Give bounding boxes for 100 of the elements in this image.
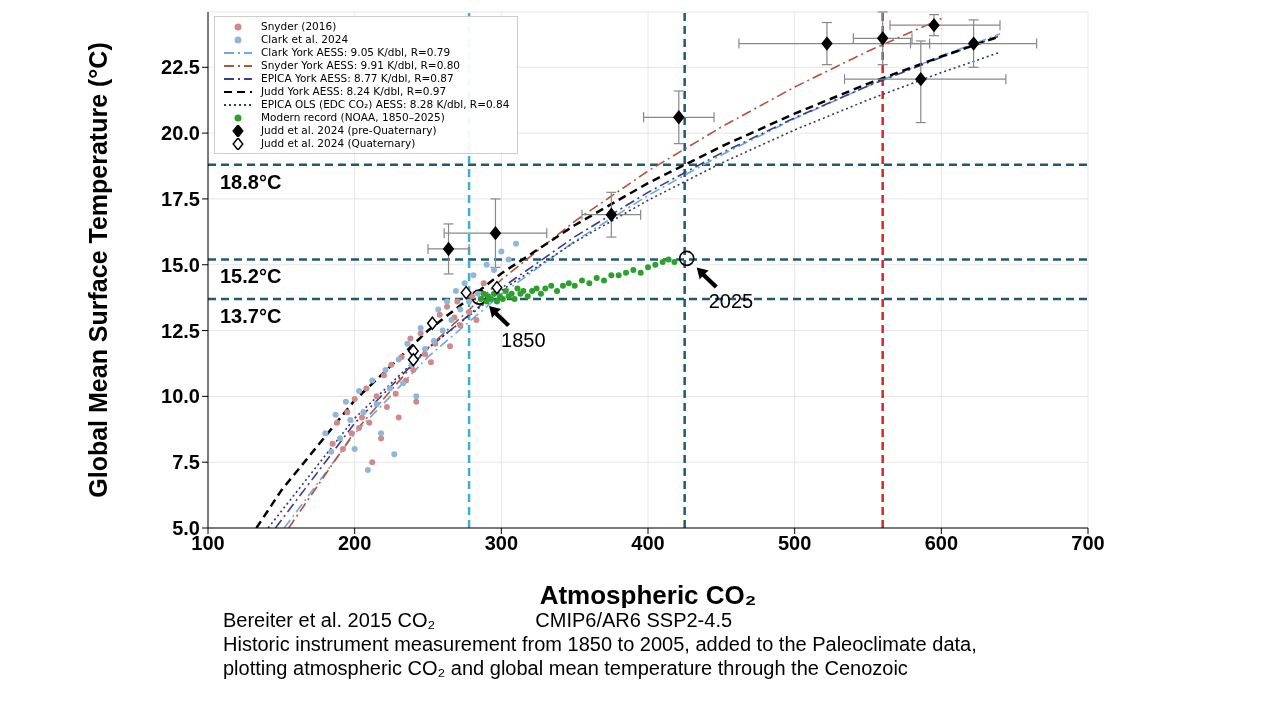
point	[378, 435, 385, 442]
ref-line-label: 15.2°C	[220, 265, 282, 288]
point	[915, 72, 927, 86]
point	[413, 393, 420, 400]
text: CMIP6/AR6 SSP2-4.5	[535, 608, 733, 632]
legend-label: EPICA York AESS: 8.77 K/dbl, R=0.87	[261, 72, 454, 85]
point	[511, 295, 518, 302]
point	[322, 430, 329, 437]
point	[410, 367, 417, 374]
point	[337, 435, 343, 442]
point	[359, 414, 365, 421]
point	[363, 385, 370, 392]
legend-label: Snyder York AESS: 9.91 K/dbl, R=0.80	[261, 59, 461, 72]
point	[652, 261, 659, 268]
legend-label: Snyder (2016)	[261, 20, 337, 33]
point	[369, 459, 376, 466]
point	[659, 259, 666, 266]
point	[671, 259, 678, 266]
y-tick-label: 15.0	[161, 253, 200, 276]
point	[356, 388, 363, 395]
annotation: 2025	[708, 290, 754, 313]
point	[529, 288, 536, 295]
legend-label: Modern record (NOAA, 1850–2025)	[261, 111, 445, 124]
point	[524, 293, 531, 300]
point	[422, 345, 429, 352]
point	[439, 327, 446, 334]
point	[554, 288, 561, 295]
point	[491, 280, 503, 295]
point	[469, 293, 475, 300]
point	[460, 285, 472, 300]
point	[388, 361, 395, 368]
point	[447, 343, 453, 350]
point	[623, 269, 629, 276]
point	[334, 419, 341, 426]
point	[630, 267, 637, 273]
x-tick-label: 500	[777, 532, 812, 555]
point	[348, 430, 355, 437]
point	[347, 417, 354, 424]
point	[605, 207, 617, 222]
point	[877, 31, 889, 46]
point	[489, 226, 502, 240]
point	[369, 377, 376, 384]
point	[491, 267, 497, 273]
legend-label: EPICA OLS (EDC CO₂) AESS: 8.28 K/dbl, R=0.84	[261, 98, 510, 111]
point	[537, 290, 544, 297]
y-tick-label: 10.0	[161, 385, 200, 408]
point	[645, 264, 651, 271]
point	[454, 298, 461, 305]
point	[444, 298, 451, 305]
point	[344, 409, 351, 416]
point	[821, 36, 833, 51]
y-tick-label: 20.0	[161, 122, 200, 145]
point	[498, 248, 505, 255]
point	[480, 280, 487, 287]
point	[381, 372, 387, 379]
point	[395, 414, 402, 421]
point	[366, 419, 373, 426]
point	[483, 261, 490, 268]
point	[356, 424, 363, 431]
point	[513, 240, 519, 247]
point	[452, 288, 459, 295]
point	[444, 303, 451, 310]
point	[413, 398, 420, 405]
point	[329, 440, 336, 447]
point	[407, 335, 414, 342]
legend-label: Judd York AESS: 8.24 K/dbl, R=0.97	[261, 85, 447, 98]
point	[461, 280, 468, 287]
point	[593, 274, 600, 281]
point	[360, 409, 367, 416]
point	[426, 316, 438, 330]
point	[533, 285, 540, 292]
ref-line-label: 18.8°C	[220, 170, 282, 193]
point	[565, 280, 572, 287]
point	[339, 446, 346, 453]
ref-line-label: 13.7°C	[220, 304, 282, 327]
point	[514, 285, 521, 292]
y-axis-title: Global Mean Surface Temperature (°C)	[83, 42, 112, 498]
point	[386, 385, 393, 392]
point	[427, 359, 434, 366]
point	[407, 353, 419, 367]
legend-label: Judd et al. 2024 (pre-Quaternary)	[261, 124, 437, 137]
point	[373, 393, 380, 400]
point	[457, 306, 464, 313]
point	[435, 306, 442, 313]
point	[493, 298, 500, 305]
point	[542, 285, 549, 292]
point	[601, 277, 607, 284]
point	[665, 256, 672, 263]
point	[404, 340, 411, 347]
point	[470, 272, 477, 279]
x-tick-label: 700	[1071, 532, 1105, 555]
legend-label: Judd et al. 2024 (Quaternary)	[261, 137, 416, 150]
point	[332, 411, 339, 418]
point	[502, 288, 509, 295]
point	[328, 448, 335, 455]
point	[928, 18, 940, 32]
legend-label: Clark York AESS: 9.05 K/dbl, R=0.79	[261, 46, 451, 59]
point	[391, 451, 398, 458]
annotation: 1850	[501, 329, 546, 352]
point	[586, 280, 593, 287]
